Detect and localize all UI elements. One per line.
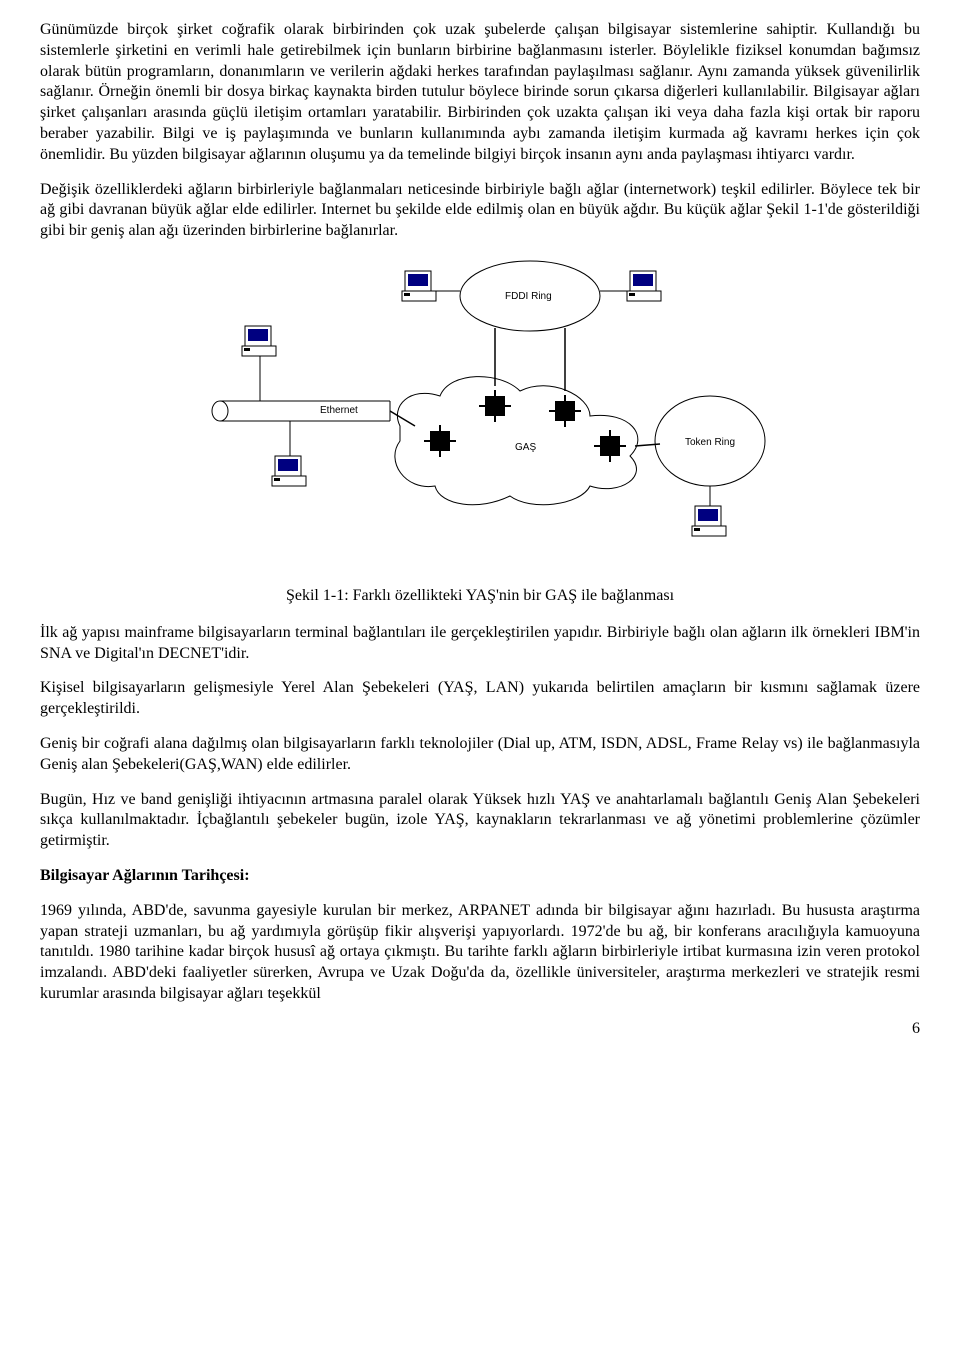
fddi-label: FDDI Ring [505,290,552,303]
paragraph-6: Bugün, Hız ve band genişliği ihtiyacının… [40,790,920,852]
paragraph-1: Günümüzde birçok şirket coğrafik olarak … [40,20,920,166]
page-number: 6 [40,1019,920,1040]
token-label: Token Ring [685,436,735,449]
network-diagram: FDDI Ring Ethernet GAŞ Token Ring [160,256,800,566]
ethernet-label: Ethernet [320,404,358,417]
section-heading: Bilgisayar Ağlarının Tarihçesi: [40,866,920,887]
figure-caption: Şekil 1-1: Farklı özellikteki YAŞ'nin bi… [40,586,920,607]
gas-label: GAŞ [515,441,536,454]
paragraph-7: 1969 yılında, ABD'de, savunma gayesiyle … [40,901,920,1005]
paragraph-2: Değişik özelliklerdeki ağların birbirler… [40,180,920,242]
paragraph-4: Kişisel bilgisayarların gelişmesiyle Yer… [40,678,920,720]
paragraph-5: Geniş bir coğrafi alana dağılmış olan bi… [40,734,920,776]
diagram-svg [160,256,800,566]
paragraph-3: İlk ağ yapısı mainframe bilgisayarların … [40,623,920,665]
